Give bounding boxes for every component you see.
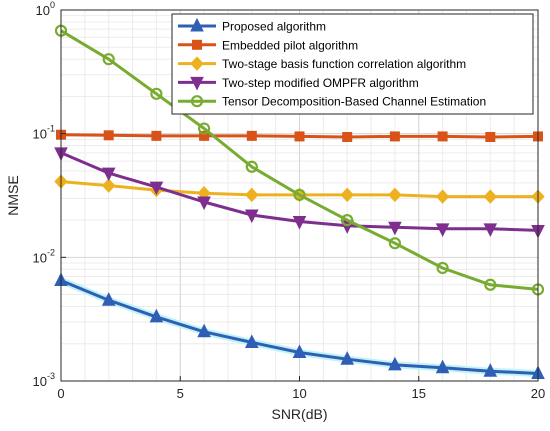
data-point	[244, 334, 259, 348]
legend-entry: Two-stage basis function correlation alg…	[178, 56, 466, 71]
data-point	[245, 187, 259, 203]
data-point	[483, 223, 498, 237]
data-point	[388, 187, 402, 203]
legend-label: Tensor Decomposition-Based Channel Estim…	[222, 95, 486, 109]
legend-marker	[190, 76, 204, 91]
legend-marker	[190, 17, 204, 32]
legend-entry: Two-step modified OMPFR algorithm	[178, 76, 419, 91]
legend-entry: Tensor Decomposition-Based Channel Estim…	[178, 95, 486, 109]
data-point	[435, 223, 450, 237]
data-point	[149, 181, 164, 196]
data-point	[340, 187, 354, 203]
data-point	[101, 292, 116, 306]
data-point	[149, 308, 164, 323]
data-point	[102, 178, 116, 193]
data-point	[150, 87, 163, 100]
legend-label: Proposed algorithm	[222, 20, 326, 34]
legend-label: Two-stage basis function correlation alg…	[222, 57, 466, 71]
y-tick-label: 100	[36, 0, 55, 18]
series-5	[54, 24, 545, 296]
series-1	[54, 272, 545, 379]
x-tick-label: 5	[177, 386, 184, 401]
data-point	[292, 344, 307, 359]
legend-label: Embedded pilot algorithm	[222, 38, 358, 52]
data-point	[246, 130, 257, 141]
data-point	[340, 351, 355, 365]
legend-label: Two-step modified OMPFR algorithm	[222, 76, 419, 90]
x-tick-label: 10	[292, 386, 306, 401]
data-point	[294, 131, 305, 142]
legend-marker	[190, 95, 204, 108]
data-point	[292, 215, 307, 230]
data-point	[388, 221, 402, 236]
data-point	[485, 131, 496, 142]
legend-entry: Embedded pilot algorithm	[178, 38, 358, 52]
data-point	[197, 196, 211, 211]
data-point	[389, 131, 400, 142]
data-point	[483, 363, 498, 377]
data-point	[483, 189, 497, 204]
data-point	[244, 209, 259, 224]
data-point	[103, 130, 114, 141]
data-point	[388, 356, 402, 371]
data-point	[293, 188, 306, 201]
x-axis-label: SNR(dB)	[271, 406, 327, 422]
x-tick-label: 20	[531, 386, 545, 401]
data-point	[484, 278, 497, 291]
y-axis-label: NMSE	[5, 175, 21, 215]
data-point	[101, 167, 116, 182]
legend: Proposed algorithm Embedded pilot algorit…	[171, 13, 534, 115]
y-tick-label: 10-3	[33, 371, 55, 389]
data-point	[151, 130, 162, 141]
data-point	[342, 131, 353, 142]
series-4	[54, 147, 545, 239]
axis-ticks: 0 5 10 15 20 100 10-1 10-2 10-3	[33, 0, 546, 401]
data-point	[102, 53, 115, 66]
series-line	[60, 29, 539, 291]
data-point	[388, 237, 401, 250]
data-point	[199, 130, 210, 141]
y-tick-label: 10-2	[33, 247, 55, 265]
data-point	[245, 160, 258, 173]
data-point	[198, 122, 211, 135]
data-point	[437, 131, 448, 142]
y-tick-label: 10-1	[33, 124, 55, 142]
x-tick-label: 15	[412, 386, 426, 401]
legend-marker	[192, 39, 202, 50]
legend-box	[171, 13, 534, 115]
data-point	[435, 189, 450, 204]
data-point	[197, 323, 211, 338]
x-tick-label: 0	[57, 386, 64, 401]
legend-marker	[190, 56, 204, 71]
legend-entry: Proposed algorithm	[178, 17, 326, 34]
data-point	[436, 261, 449, 275]
data-point	[341, 214, 354, 227]
data-point	[435, 359, 450, 374]
